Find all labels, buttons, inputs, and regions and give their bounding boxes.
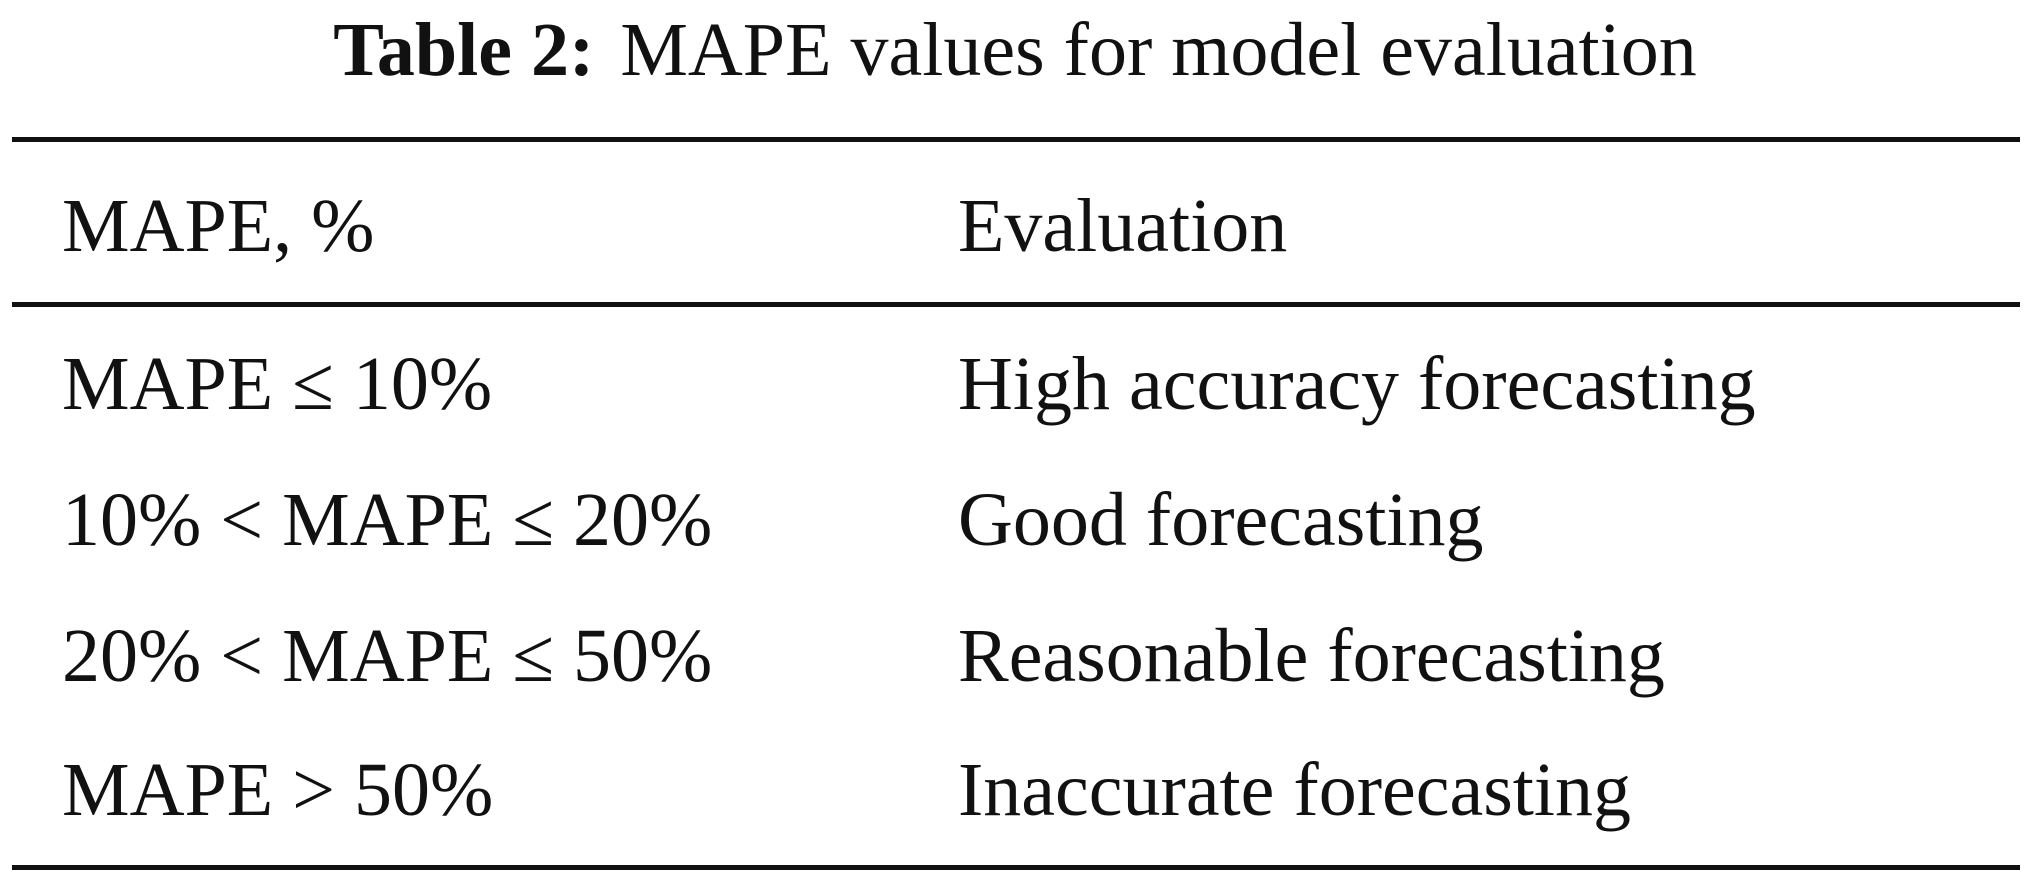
row-2-mape: 10% < MAPE ≤ 20%: [62, 478, 713, 562]
table-caption-text: MAPE values for model evaluation: [620, 8, 1697, 92]
row-2-evaluation: Good forecasting: [958, 478, 1484, 562]
table-bottom-rule: [12, 865, 2020, 870]
row-4-evaluation: Inaccurate forecasting: [958, 748, 1632, 832]
row-1-mape: MAPE ≤ 10%: [62, 342, 493, 426]
table-caption: Table 2: MAPE values for model evaluation: [0, 0, 2030, 100]
row-3-mape: 20% < MAPE ≤ 50%: [62, 614, 713, 698]
table-header-rule: [12, 302, 2020, 307]
row-3-evaluation: Reasonable forecasting: [958, 614, 1665, 698]
table-caption-label: Table 2:: [333, 8, 595, 92]
table-top-rule: [12, 137, 2020, 142]
header-mape: MAPE, %: [62, 184, 375, 268]
row-4-mape: MAPE > 50%: [62, 748, 494, 832]
header-evaluation: Evaluation: [958, 184, 1288, 268]
row-1-evaluation: High accuracy forecasting: [958, 342, 1756, 426]
